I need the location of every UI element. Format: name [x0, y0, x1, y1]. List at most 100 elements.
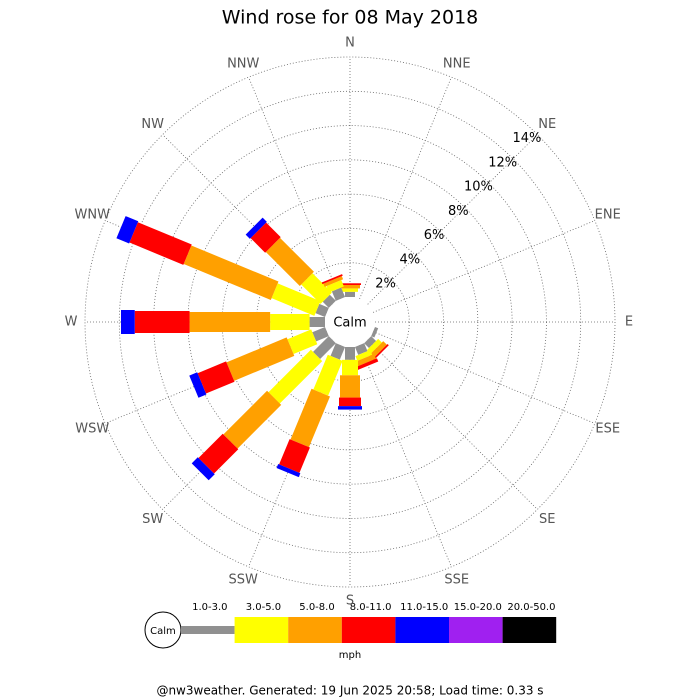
legend-swatch [234, 617, 289, 643]
bar-segment [279, 439, 310, 473]
direction-label: ESE [595, 421, 620, 436]
grid-circle [256, 228, 444, 416]
bar-segment [331, 287, 346, 301]
bar-segment [371, 326, 379, 338]
bar-segment [268, 349, 323, 404]
footer: @nw3weather. Generated: 19 Jun 2025 20:5… [156, 684, 543, 698]
legend-swatch [449, 617, 503, 643]
bar-segment [339, 283, 361, 285]
bar-segment [301, 273, 332, 304]
direction-label: SE [539, 512, 555, 527]
bar-segment [189, 312, 271, 332]
bar-segment [276, 464, 301, 478]
bar-segment [309, 317, 325, 327]
bar-segment [356, 358, 379, 370]
direction-label: NE [538, 117, 556, 132]
direction-label: SSE [444, 572, 469, 587]
bar-segment [366, 338, 382, 354]
r-tick-label: 12% [488, 155, 517, 170]
bar-segment [270, 314, 310, 330]
bar-segment [338, 406, 362, 410]
legend-label: 1.0-3.0 [192, 602, 227, 613]
bar-segment [116, 216, 139, 244]
radial-line [248, 77, 341, 300]
radial-line [372, 220, 595, 313]
bar-segment [134, 311, 190, 333]
grid-circle [187, 159, 513, 485]
legend-swatch [502, 617, 557, 643]
bar-segment [290, 388, 330, 448]
bar-segment [313, 336, 336, 359]
bar-segment [342, 288, 358, 292]
legend-swatch [341, 617, 396, 643]
bar-segment [364, 336, 377, 349]
r-tick-label: 4% [400, 252, 421, 267]
bar-segment [198, 433, 239, 474]
direction-label: NNE [443, 57, 471, 72]
legend-swatch [181, 626, 235, 634]
legend-label: 15.0-20.0 [454, 602, 502, 613]
bar-segment [313, 354, 343, 396]
bar-segment [271, 283, 321, 316]
bar-segment [345, 347, 355, 360]
radial-line [359, 77, 452, 300]
bar-segment [321, 274, 343, 285]
direction-label: S [346, 594, 354, 609]
bar-segment [340, 284, 360, 289]
r-tick-label: 6% [424, 228, 445, 243]
bar-segment [340, 375, 360, 398]
legend-calm-label: Calm [150, 626, 176, 637]
radial-line [367, 134, 538, 305]
radial-line [367, 339, 538, 510]
grid-circle [290, 262, 410, 382]
bar-segment [183, 245, 279, 301]
bar-segment [372, 344, 389, 361]
legend-swatch [288, 617, 342, 643]
direction-label: SW [142, 512, 163, 527]
bar-segment [342, 359, 358, 376]
bar-segment [191, 457, 215, 481]
bar-segment [326, 280, 344, 293]
bar-segment [330, 343, 346, 360]
bar-segment [223, 390, 282, 449]
bar-segment [354, 343, 368, 355]
bars [116, 216, 389, 481]
bar-segment [226, 337, 295, 381]
bar-segment [121, 310, 135, 334]
calm-label: Calm [333, 316, 366, 331]
direction-label: N [345, 36, 355, 51]
bar-segment [312, 326, 329, 342]
bar-segment [129, 222, 192, 265]
direction-label: NW [141, 117, 164, 132]
chart-title: Wind rose for 08 May 2018 [222, 7, 479, 29]
direction-label: NNW [227, 57, 259, 72]
direction-label: ENE [595, 208, 621, 223]
bar-segment [355, 349, 373, 361]
radial-line [372, 331, 595, 424]
legend-label: 5.0-8.0 [299, 602, 334, 613]
direction-label: WSW [75, 421, 109, 436]
bar-segment [250, 222, 281, 253]
bar-segment [197, 361, 235, 394]
legend-label: 11.0-15.0 [400, 602, 448, 613]
bar-segment [315, 303, 329, 318]
direction-label: W [65, 315, 78, 330]
r-tick-label: 10% [464, 180, 493, 195]
grid-circle [118, 90, 582, 554]
radial-line [359, 344, 452, 567]
legend-label: 8.0-11.0 [350, 602, 392, 613]
unit-label: mph [339, 650, 361, 661]
bar-segment [345, 291, 355, 297]
r-tick-label: 2% [375, 277, 396, 292]
bar-segment [287, 329, 318, 355]
legend-swatch [395, 617, 449, 643]
r-tick-label: 8% [448, 204, 469, 219]
direction-label: E [625, 315, 633, 330]
direction-label: SSW [229, 572, 259, 587]
bar-segment [323, 276, 344, 287]
calm-circle [326, 298, 374, 346]
bar-segment [322, 294, 336, 308]
legend-label: 3.0-5.0 [246, 602, 281, 613]
grid-circle [84, 56, 616, 588]
